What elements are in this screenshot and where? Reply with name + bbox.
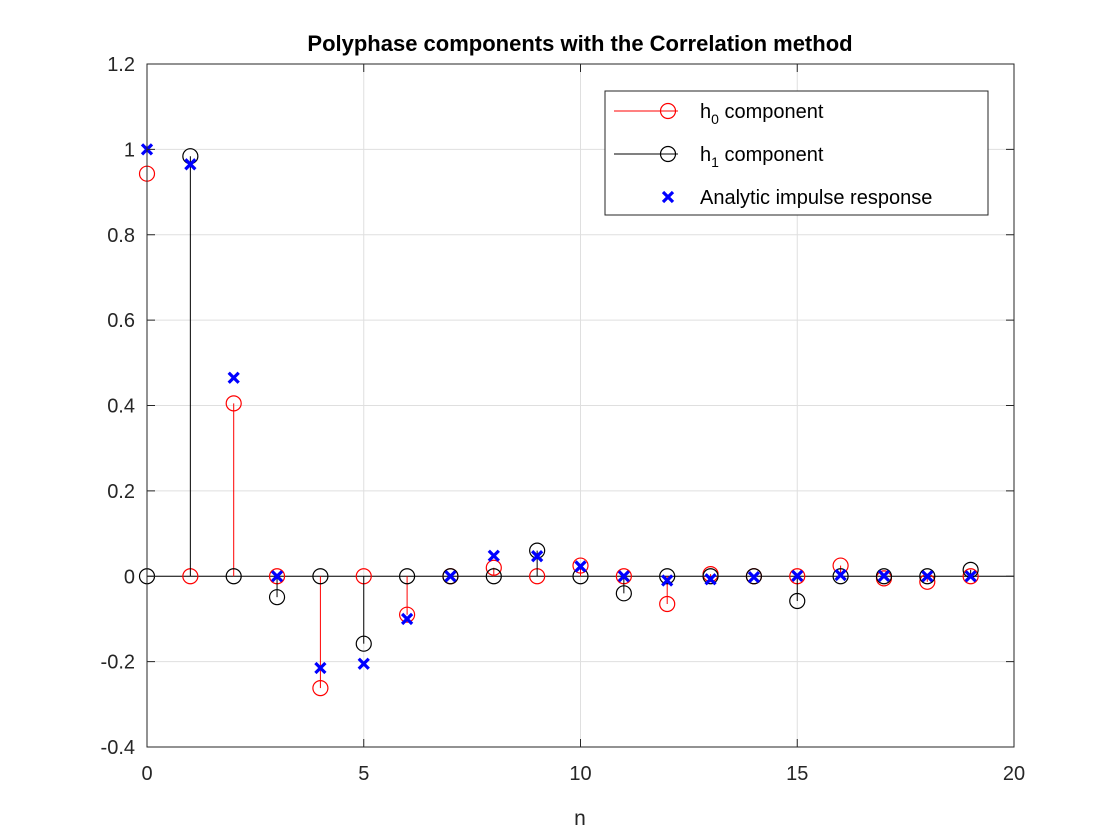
stem-marker <box>572 557 589 574</box>
stem-marker <box>399 606 416 623</box>
stem-marker <box>225 395 242 412</box>
chart-title: Polyphase components with the Correlatio… <box>307 31 852 56</box>
x-marker <box>704 573 717 586</box>
x-marker <box>357 657 370 670</box>
x-marker <box>314 661 327 675</box>
x-marker <box>877 569 891 582</box>
y-tick-label: 0.4 <box>107 396 135 418</box>
stem-marker <box>659 568 676 585</box>
series-1 <box>138 148 979 652</box>
stem-marker <box>832 568 849 585</box>
x-axis-label: n <box>574 807 586 830</box>
x-marker <box>791 569 804 582</box>
stem-marker <box>312 679 329 697</box>
stem-marker <box>745 568 763 585</box>
x-marker <box>227 371 240 384</box>
stem-marker <box>615 585 632 602</box>
y-tick-label: 0.8 <box>107 225 135 247</box>
stem-marker <box>355 635 372 652</box>
stem-marker <box>485 568 502 585</box>
x-marker <box>574 560 587 573</box>
series-2 <box>140 143 977 675</box>
x-marker <box>270 570 284 583</box>
legend-label: Analytic impulse response <box>700 187 932 209</box>
y-tick-label: -0.2 <box>101 652 135 674</box>
stem-marker <box>572 568 589 585</box>
y-tick-label: 0.6 <box>107 310 135 332</box>
axes: 0 5 10 15 20 -0.4 -0.2 0 0.2 0.4 0.6 0.8 1 1.2 <box>101 54 1026 785</box>
x-marker <box>617 570 630 583</box>
x-tick-label: 20 <box>1003 763 1025 785</box>
plot-area <box>138 143 1014 697</box>
stem-marker <box>312 568 329 585</box>
stem-marker <box>789 592 806 610</box>
legend-label: h0 component <box>700 101 824 127</box>
x-tick-label: 5 <box>358 763 369 785</box>
x-marker <box>747 570 761 584</box>
legend-entry-2[interactable]: Analytic impulse response <box>661 187 932 209</box>
y-tick-label: 1.2 <box>107 54 135 76</box>
legend-marker <box>661 190 675 204</box>
stem-marker <box>442 568 459 585</box>
legend-label: h1 component <box>700 144 824 170</box>
x-marker <box>834 568 847 582</box>
x-tick-label: 15 <box>786 763 808 785</box>
stem-marker <box>399 568 416 585</box>
x-tick-label: 0 <box>141 763 152 785</box>
stem-marker <box>268 589 286 606</box>
x-marker <box>487 549 500 562</box>
stem-marker <box>225 568 242 585</box>
stem-marker <box>919 568 936 585</box>
x-marker <box>661 574 674 587</box>
x-marker <box>921 570 934 583</box>
stem-marker <box>875 568 893 585</box>
y-tick-label: -0.4 <box>101 737 135 759</box>
legend-entry-0[interactable]: h0 component <box>614 101 824 127</box>
stem-marker <box>659 595 676 613</box>
legend[interactable]: h0 component h1 component Analytic impulse… <box>604 90 989 216</box>
stem-marker <box>702 568 719 585</box>
x-marker <box>444 570 457 583</box>
y-tick-label: 1 <box>124 139 135 161</box>
legend-entry-1[interactable]: h1 component <box>614 144 824 170</box>
stem-marker <box>485 559 502 576</box>
x-tick-label: 10 <box>569 763 591 785</box>
x-marker <box>964 570 977 583</box>
x-marker <box>531 550 544 563</box>
stem-marker <box>962 568 979 585</box>
legend-marker <box>659 145 677 163</box>
legend-marker <box>659 102 677 120</box>
x-marker <box>400 612 414 626</box>
y-tick-label: 0.2 <box>107 481 135 503</box>
y-tick-label: 0 <box>124 566 135 588</box>
x-marker <box>184 158 197 171</box>
